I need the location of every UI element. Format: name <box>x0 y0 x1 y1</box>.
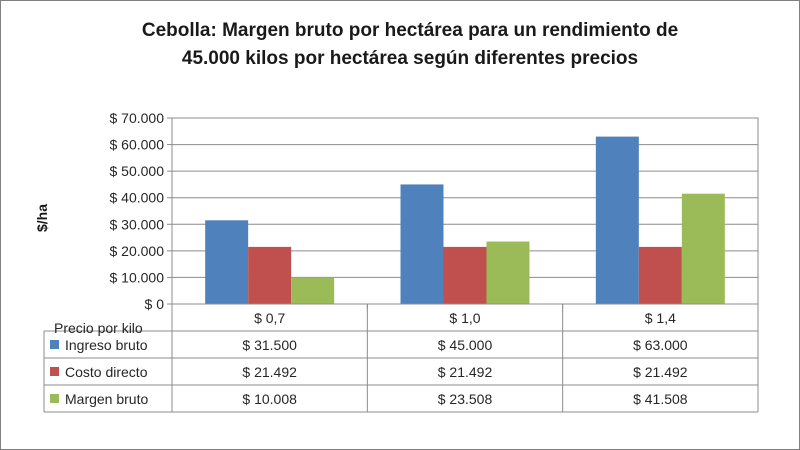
y-tick-label: $ 70.000 <box>110 110 165 126</box>
data-label: $ 21.492 <box>438 364 493 380</box>
legend-swatch <box>50 340 59 349</box>
bar <box>486 241 530 304</box>
bar <box>400 184 444 304</box>
x-axis-label: Precio por kilo <box>54 320 143 336</box>
bar <box>291 277 335 304</box>
chart-title: Cebolla: Margen bruto por hectárea para … <box>60 17 760 73</box>
legend-entry: Costo directo <box>65 364 148 380</box>
data-label: $ 21.492 <box>633 364 688 380</box>
data-label: $ 31.500 <box>242 337 297 353</box>
chart-title-line-1: Cebolla: Margen bruto por hectárea para … <box>141 20 679 41</box>
data-label: $ 63.000 <box>633 337 688 353</box>
data-label: $ 23.508 <box>438 391 493 407</box>
legend-swatch <box>50 367 59 376</box>
x-tick-label: $ 1,4 <box>645 310 676 326</box>
y-axis-ticks: $ 0 $ 10.000 $ 20.000 $ 30.000 $ 40.000 $ 50.… <box>110 110 165 312</box>
y-tick-label: $ 20.000 <box>110 243 165 259</box>
y-tick-label: $ 60.000 <box>110 137 165 153</box>
y-tick-label: $ 40.000 <box>110 190 165 206</box>
data-label: $ 41.508 <box>633 391 688 407</box>
chart-title-line-2: 45.000 kilos por hectárea según diferent… <box>181 48 639 69</box>
y-tick-label: $ 0 <box>145 296 165 312</box>
legend-entry: Margen bruto <box>65 391 148 407</box>
bar <box>638 246 682 304</box>
y-tick-label: $ 30.000 <box>110 216 165 232</box>
bar <box>248 246 292 304</box>
y-tick-label: $ 10.000 <box>110 269 165 285</box>
data-label: $ 45.000 <box>438 337 493 353</box>
bar <box>205 220 249 304</box>
x-tick-label: $ 1,0 <box>449 310 480 326</box>
bars <box>205 136 725 304</box>
legend-swatch <box>50 394 59 403</box>
bar <box>443 246 487 304</box>
data-label: $ 21.492 <box>242 364 297 380</box>
x-tick-label: $ 0,7 <box>254 310 285 326</box>
y-tick-label: $ 50.000 <box>110 163 165 179</box>
legend-entry: Ingreso bruto <box>65 337 148 353</box>
bar <box>595 136 639 304</box>
data-table: Precio por kilo $ 0,7 $ 1,0 $ 1,4 Ingreso br… <box>43 303 759 413</box>
bar <box>681 193 725 304</box>
data-label: $ 10.008 <box>242 391 297 407</box>
